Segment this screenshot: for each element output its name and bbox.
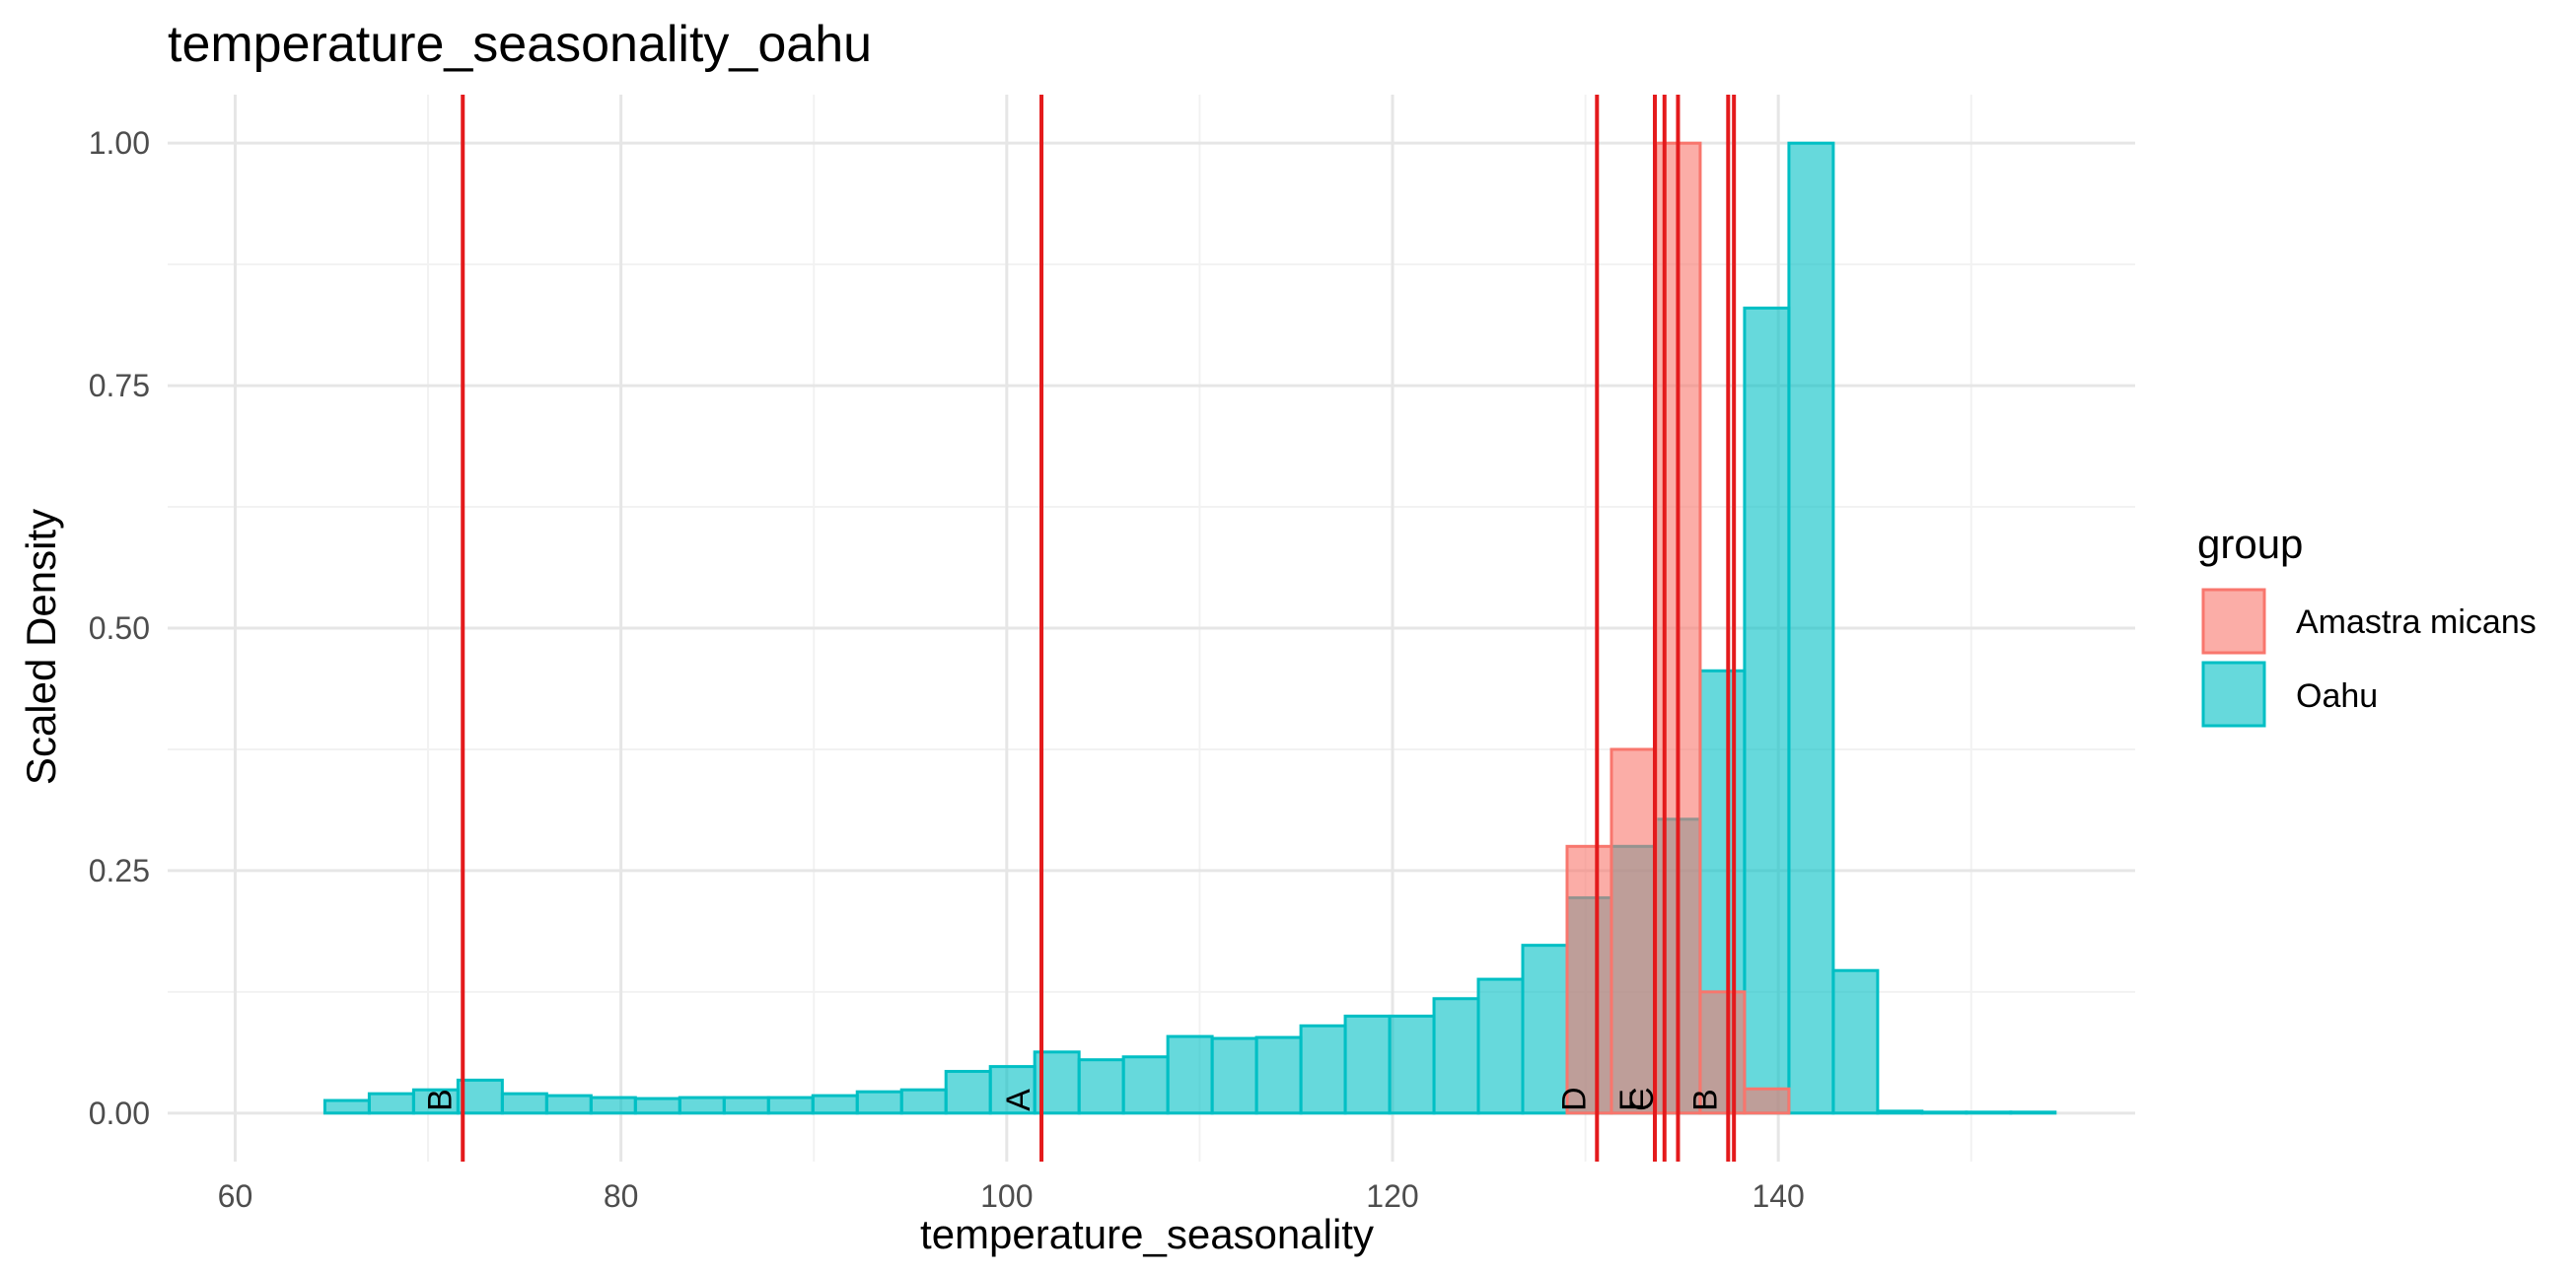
bar-oahu [589,1096,637,1115]
bar-oahu [1831,968,1880,1115]
bar-oahu [1254,1035,1303,1115]
x-tick-label: 100 [980,1178,1033,1214]
legend-swatch-oahu [2201,661,2266,728]
y-tick-label: 0.25 [89,853,150,888]
bar-oahu [456,1078,504,1115]
y-tick-label: 1.00 [89,125,150,161]
legend-label-amastra: Amastra micans [2296,603,2537,641]
bar-oahu [944,1070,992,1115]
y-tick-label: 0.00 [89,1096,150,1131]
bar-amastra [1743,1087,1791,1115]
bar-oahu [1476,977,1525,1115]
bar-oahu [855,1090,903,1115]
bar-oahu [1787,141,1835,1115]
bar-oahu [500,1092,548,1115]
bar-oahu [811,1094,859,1115]
bar-oahu [1876,1109,1924,1115]
bar-oahu [1166,1034,1214,1115]
bar-oahu [678,1096,726,1115]
bar-oahu [1388,1014,1436,1115]
bar-oahu [1432,997,1480,1115]
bar-oahu [1920,1110,1968,1115]
reference-lines: B A D EC B [421,95,1737,1162]
x-tick-label: 140 [1752,1178,1804,1214]
reference-line-label: E [1613,1089,1651,1111]
x-tick-label: 60 [218,1178,253,1214]
bar-oahu [1743,306,1791,1115]
bar-oahu [1343,1014,1392,1115]
bar-oahu [1965,1110,2013,1115]
reference-line-label: A [1000,1089,1038,1111]
reference-line-label: B [1686,1089,1724,1111]
bar-oahu [899,1088,948,1115]
chart-title: temperature_seasonality_oahu [168,16,872,73]
legend-swatch-amastra [2201,588,2266,655]
legend: group Amastra micans Oahu [2197,521,2537,728]
bar-oahu [1299,1024,1347,1115]
bar-oahu [1121,1055,1170,1115]
x-tick-label: 80 [604,1178,639,1214]
axis-ticks: 60 80 100 120 140 0.00 0.25 0.50 0.75 1.00 [89,125,1805,1214]
bar-oahu [322,1098,371,1115]
reference-line-label: D [1555,1087,1593,1111]
bar-oahu [722,1096,770,1115]
reference-line-label: B [421,1089,459,1111]
bar-oahu [367,1092,415,1115]
y-tick-label: 0.75 [89,368,150,403]
bar-oahu [1521,944,1569,1115]
x-tick-label: 120 [1366,1178,1418,1214]
bar-amastra [1698,990,1747,1115]
reference-line-label: C [1623,1087,1661,1111]
legend-title: group [2197,521,2303,567]
bar-oahu [544,1094,593,1115]
y-axis-title: Scaled Density [18,509,64,785]
bar-amastra [1565,844,1613,1115]
legend-label-oahu: Oahu [2296,677,2378,715]
bar-oahu [1077,1058,1125,1115]
x-axis-title: temperature_seasonality [920,1211,1374,1257]
bar-oahu [766,1096,815,1115]
bar-oahu [633,1097,681,1115]
bar-oahu [2009,1110,2057,1115]
bar-oahu [1210,1036,1258,1115]
bar-amastra [1610,747,1658,1115]
y-tick-label: 0.50 [89,610,150,646]
